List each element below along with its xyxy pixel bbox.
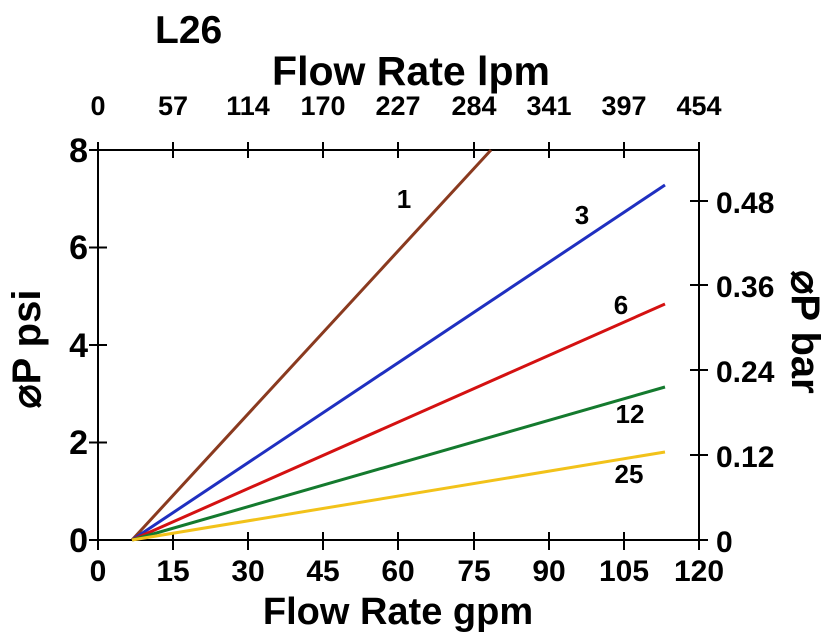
svg-text:2: 2 [69, 424, 88, 462]
svg-text:25: 25 [615, 459, 644, 489]
svg-text:12: 12 [616, 399, 645, 429]
svg-text:105: 105 [599, 555, 649, 588]
svg-text:227: 227 [375, 91, 420, 121]
svg-text:90: 90 [532, 555, 565, 588]
svg-text:60: 60 [381, 555, 414, 588]
svg-text:6: 6 [614, 290, 628, 320]
svg-text:0: 0 [716, 526, 733, 559]
svg-text:6: 6 [69, 229, 88, 267]
svg-text:57: 57 [158, 91, 188, 121]
svg-text:3: 3 [575, 200, 589, 230]
svg-text:75: 75 [457, 555, 490, 588]
svg-text:341: 341 [526, 91, 571, 121]
svg-text:0.24: 0.24 [716, 356, 775, 389]
svg-text:120: 120 [674, 555, 724, 588]
svg-text:170: 170 [300, 91, 345, 121]
svg-text:284: 284 [451, 91, 496, 121]
svg-text:1: 1 [397, 184, 411, 214]
svg-text:0: 0 [69, 522, 88, 560]
svg-text:⌀P bar: ⌀P bar [783, 270, 822, 393]
svg-text:114: 114 [226, 91, 270, 121]
svg-text:15: 15 [156, 555, 189, 588]
svg-text:Flow Rate gpm: Flow Rate gpm [263, 591, 533, 633]
svg-text:45: 45 [306, 555, 339, 588]
svg-text:0: 0 [90, 555, 107, 588]
svg-text:⌀P psi: ⌀P psi [5, 290, 49, 409]
svg-text:L26: L26 [155, 9, 222, 52]
svg-text:0.12: 0.12 [716, 441, 774, 474]
svg-text:30: 30 [231, 555, 264, 588]
svg-text:4: 4 [69, 327, 88, 365]
svg-text:397: 397 [601, 91, 646, 121]
svg-text:0: 0 [90, 91, 105, 121]
svg-text:454: 454 [676, 91, 721, 121]
svg-text:Flow Rate lpm: Flow Rate lpm [272, 48, 550, 94]
svg-text:8: 8 [69, 132, 88, 170]
svg-text:0.36: 0.36 [716, 271, 774, 304]
svg-text:0.48: 0.48 [716, 187, 774, 220]
